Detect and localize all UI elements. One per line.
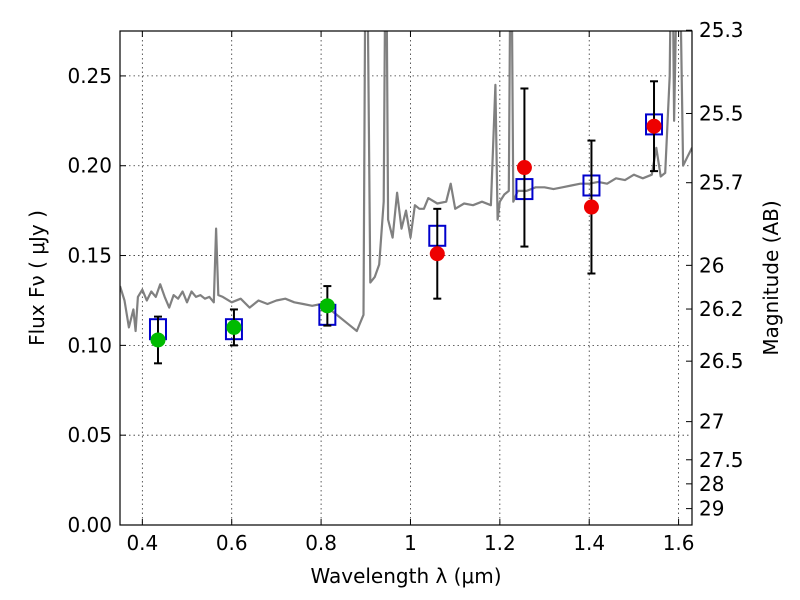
x-tick-label: 0.8 [305, 531, 337, 555]
magnitude-tick-label: 26 [699, 253, 724, 277]
magnitude-tick-label: 25.3 [699, 18, 744, 42]
y-tick-label: 0.10 [67, 333, 112, 357]
optical-photometry-point [226, 319, 242, 335]
y-tick-label: 0.25 [67, 64, 112, 88]
y-tick-label: 0.15 [67, 244, 112, 268]
grid-lines [120, 31, 692, 525]
infrared-photometry-point [583, 199, 599, 215]
magnitude-tick-label: 28 [699, 472, 724, 496]
y-tick-label: 0.00 [67, 513, 112, 537]
plot-area [120, 31, 692, 365]
optical-photometry-point [150, 332, 166, 348]
magnitude-tick-label: 29 [699, 497, 724, 521]
x-tick-label: 1.2 [484, 531, 516, 555]
magnitude-tick-label: 27.5 [699, 448, 744, 472]
y-tick-label: 0.20 [67, 154, 112, 178]
magnitude-tick-label: 26.5 [699, 349, 744, 373]
infrared-photometry-point [516, 160, 532, 176]
infrared-photometry-point [646, 118, 662, 134]
infrared-photometry-point [429, 246, 445, 262]
x-tick-label: 1.4 [573, 531, 605, 555]
axis-ticks: 0.4 0.6 0.8 1 1.2 1.4 1.6 0.00 0.05 0.10 0.15 0.20 0… [67, 18, 743, 555]
optical-photometry-point [319, 298, 335, 314]
magnitude-tick-label: 26.2 [699, 297, 744, 321]
y-axis-right-label: Magnitude (AB) [759, 200, 783, 355]
y-tick-label: 0.05 [67, 423, 112, 447]
x-tick-label: 1 [404, 531, 417, 555]
magnitude-tick-label: 27 [699, 410, 724, 434]
magnitude-tick-label: 25.5 [699, 101, 744, 125]
sed-spectrum-line [120, 31, 692, 333]
x-tick-label: 0.4 [126, 531, 158, 555]
y-axis-label: Flux Fν ( μJy ) [25, 210, 49, 346]
x-tick-label: 1.6 [663, 531, 695, 555]
x-axis-label: Wavelength λ (μm) [310, 564, 501, 588]
x-tick-label: 0.6 [216, 531, 248, 555]
magnitude-tick-label: 25.7 [699, 171, 744, 195]
plot-frame [119, 30, 693, 526]
